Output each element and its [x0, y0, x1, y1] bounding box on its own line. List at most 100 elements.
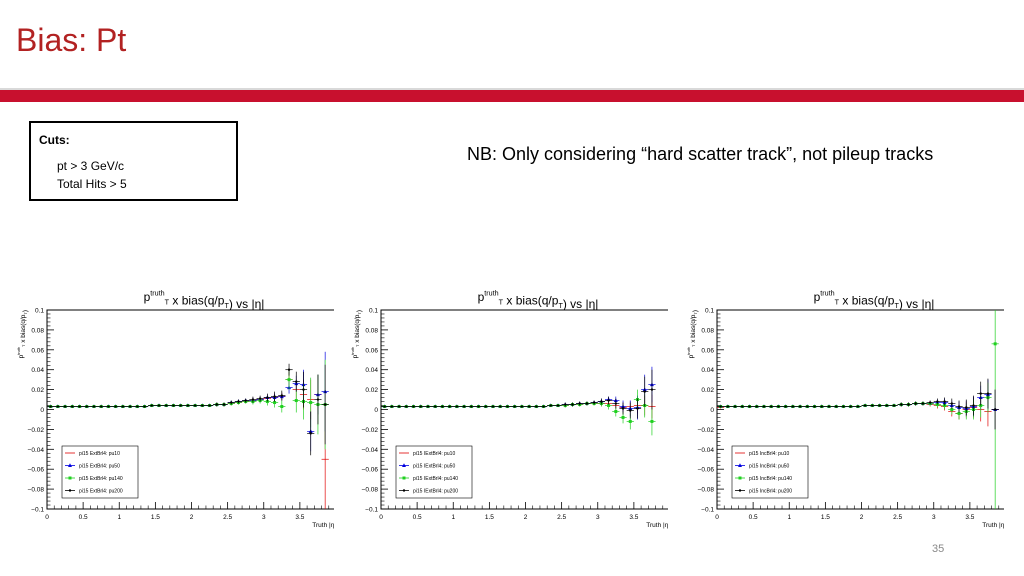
y-tick-label: 0.06	[31, 347, 44, 354]
legend-marker	[738, 463, 742, 467]
y-tick-label: −0.02	[28, 427, 45, 434]
data-point-marker	[928, 401, 932, 404]
x-tick-label: 1.5	[151, 514, 160, 521]
data-point-marker	[972, 404, 975, 407]
data-point-marker	[477, 405, 480, 408]
x-tick-label: 1.5	[485, 514, 494, 521]
cuts-box: Cuts: pt > 3 GeV/c Total Hits > 5	[29, 121, 238, 201]
y-tick-label: 0.04	[365, 367, 378, 374]
y-tick-label: −0.1	[701, 507, 714, 514]
data-point-marker	[302, 388, 305, 391]
note-text: NB: Only considering “hard scatter track…	[467, 144, 934, 164]
x-tick-label: 2	[190, 514, 194, 521]
plot-incbrl4: ptruthT x bias(q/pT) vs |η| 0.1 0.08 0.06 0.…	[686, 289, 1004, 529]
data-point-marker	[405, 405, 408, 408]
data-point-marker	[114, 405, 117, 408]
data-point-marker	[121, 405, 125, 408]
y-tick-label: 0.06	[701, 347, 714, 354]
x-tick-label: 1.5	[821, 514, 830, 521]
series-pi15-iextbrl4-pu200	[381, 369, 656, 419]
data-point-marker	[777, 405, 780, 408]
x-tick-label: 1	[451, 514, 455, 521]
data-point-marker	[287, 378, 291, 382]
legend-marker	[402, 489, 406, 492]
data-point-marker	[201, 404, 204, 407]
y-tick-label: −0.04	[28, 447, 45, 454]
y-tick-label: 0.04	[701, 367, 714, 374]
data-point-marker	[907, 403, 910, 406]
x-tick-label: 3	[262, 514, 266, 521]
y-tick-label: −0.08	[362, 487, 379, 494]
data-point-marker	[397, 405, 401, 408]
data-point-marker	[636, 407, 639, 410]
y-tick-label: −0.04	[698, 447, 715, 454]
y-axis-label: ptruthT x bias(q/pT)	[16, 310, 29, 358]
data-point-marker	[900, 403, 903, 406]
data-point-marker	[936, 400, 939, 403]
data-point-marker	[309, 401, 313, 405]
legend-entry: pi15 ExtBrl4: pu200	[79, 489, 123, 495]
x-tick-label: 3	[596, 514, 600, 521]
chart-title: ptruthT x bias(q/pT) vs |η|	[814, 289, 935, 312]
data-point-marker	[607, 404, 611, 408]
x-tick-label: 2.5	[223, 514, 232, 521]
y-tick-label: 0.02	[365, 387, 378, 394]
x-tick-label: 3	[932, 514, 936, 521]
data-point-marker	[993, 342, 997, 346]
data-point-marker	[957, 405, 961, 408]
x-tick-label: 2	[860, 514, 864, 521]
data-point-marker	[499, 405, 502, 408]
data-point-marker	[979, 392, 982, 395]
series-pi15-incbrl4-pu50	[717, 379, 999, 430]
data-point-marker	[769, 405, 773, 408]
y-tick-label: 0.02	[701, 387, 714, 394]
data-point-marker	[222, 403, 226, 406]
data-point-marker	[965, 406, 968, 409]
data-point-marker	[856, 405, 860, 408]
data-point-marker	[273, 401, 277, 405]
data-point-marker	[448, 405, 451, 408]
data-point-marker	[849, 405, 852, 408]
x-tick-label: 0	[45, 514, 49, 521]
y-tick-label: −0.1	[365, 507, 378, 514]
data-point-marker	[92, 405, 96, 408]
legend-entry: pi15 IExtBrl4: pu200	[413, 489, 458, 495]
y-axis-label: ptruthT x bias(q/pT)	[350, 310, 363, 358]
data-point-marker	[871, 404, 874, 407]
data-point-marker	[842, 405, 845, 408]
data-point-marker	[426, 405, 430, 408]
cut-pt: pt > 3 GeV/c	[57, 159, 125, 173]
data-point-marker	[470, 405, 473, 408]
data-point-marker	[628, 419, 632, 423]
data-point-marker	[535, 405, 538, 408]
x-tick-label: 1	[787, 514, 791, 521]
data-point-marker	[835, 405, 838, 408]
x-tick-label: 1	[117, 514, 121, 521]
y-tick-label: 0.04	[31, 367, 44, 374]
data-point-marker	[230, 401, 233, 404]
x-tick-label: 3.5	[629, 514, 638, 521]
data-point-marker	[993, 408, 997, 411]
data-point-marker	[295, 380, 298, 383]
legend-entry: pi15 IExtBrl4: pu50	[413, 464, 455, 470]
data-point-marker	[441, 405, 444, 408]
title-accent-bar	[0, 90, 1024, 102]
x-tick-label: 0.5	[413, 514, 422, 521]
x-axis-label: Truth |η|	[312, 522, 334, 529]
legend-marker	[738, 476, 742, 480]
legend-marker	[738, 489, 742, 492]
series-pi15-incbrl4-pu200	[717, 378, 999, 430]
data-point-marker	[157, 404, 161, 407]
data-point-marker	[527, 405, 531, 408]
data-point-marker	[791, 405, 795, 408]
y-axis-label: ptruthT x bias(q/pT)	[686, 310, 699, 358]
y-tick-label: −0.06	[28, 467, 45, 474]
legend-entry: pi15 IExtBrl4: pu140	[413, 476, 458, 482]
data-point-marker	[784, 405, 787, 408]
data-point-marker	[950, 408, 954, 411]
data-point-marker	[520, 405, 524, 408]
data-point-marker	[71, 405, 74, 408]
data-point-marker	[986, 392, 990, 395]
legend-entry: pi15 IncBrl4: pu10	[749, 451, 790, 457]
data-point-marker	[244, 399, 247, 402]
